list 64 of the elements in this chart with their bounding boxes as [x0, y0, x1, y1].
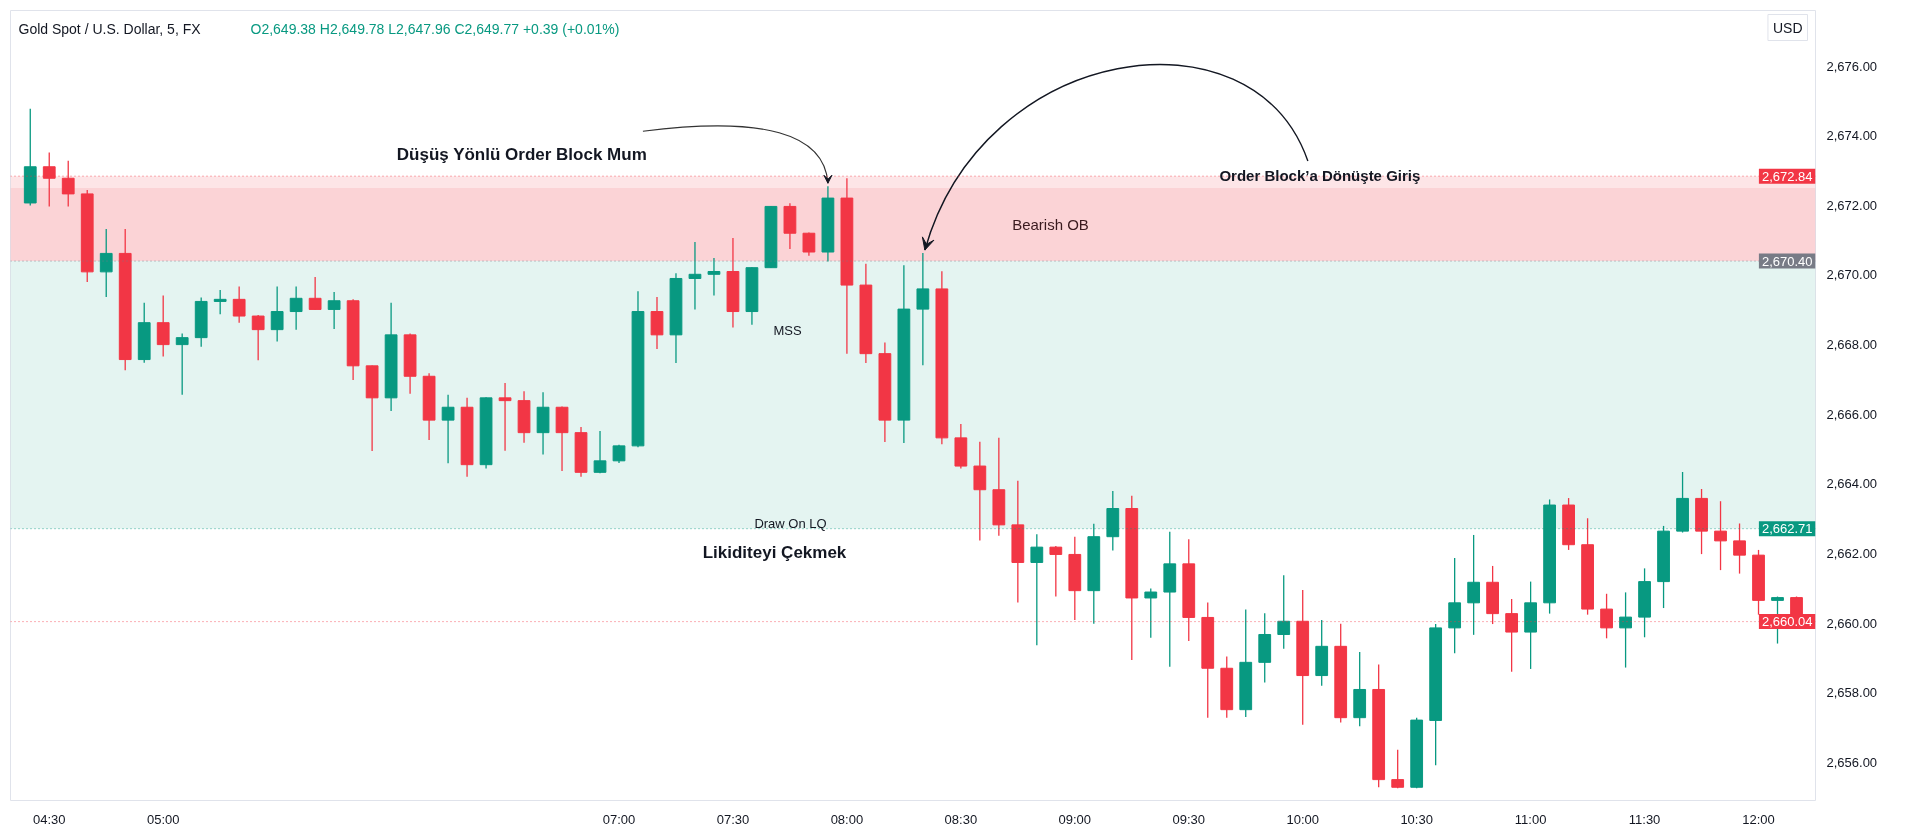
x-tick-label: 08:00 [830, 811, 864, 827]
x-tick-label: 12:00 [1742, 811, 1775, 827]
candlestick [650, 296, 664, 350]
y-tick-label: 2,668.00 [1826, 337, 1878, 353]
candlestick [1049, 545, 1063, 598]
x-tick-label: 05:00 [146, 811, 180, 827]
y-tick-label: 2,672.00 [1826, 197, 1878, 213]
candlestick [441, 394, 455, 464]
y-tick-label: 2,660.00 [1826, 615, 1878, 631]
candlestick [270, 285, 284, 343]
x-tick-label: 09:30 [1172, 811, 1206, 827]
candlestick [1714, 500, 1727, 571]
annotation: Likiditeyi Çekmek [702, 543, 847, 562]
y-tick-label: 2,674.00 [1826, 128, 1878, 144]
candlestick [498, 382, 512, 452]
x-tick-label: 09:00 [1058, 811, 1092, 827]
candlestick [99, 228, 113, 298]
ref-line-label: 2,670.40 [1761, 253, 1813, 269]
y-tick-label: 2,670.00 [1826, 267, 1878, 283]
candlestick [707, 257, 721, 297]
y-tick-label: 2,664.00 [1826, 476, 1878, 492]
text: Gold Spot / U.S. Dollar, 5, FX [18, 20, 202, 37]
candlestick [213, 289, 227, 315]
y-tick-label: 2,666.00 [1826, 406, 1878, 422]
candlestick [593, 430, 607, 475]
annotation: Draw On LQ [754, 516, 827, 531]
y-tick-label: 2,662.00 [1826, 545, 1878, 561]
y-axis-title: USD [1772, 19, 1803, 36]
candlestick [1277, 574, 1291, 650]
candlestick [1030, 533, 1044, 646]
candlestick [973, 441, 987, 542]
annotation: Order Block’a Dönüşte Giriş [1219, 166, 1421, 184]
candlestick [308, 276, 322, 311]
candlestick [688, 241, 702, 311]
candlestick [156, 294, 170, 358]
candlestick [1733, 522, 1746, 575]
ref-line-label: 2,660.04 [1761, 614, 1813, 630]
candlestick [289, 285, 303, 331]
candlestick [1391, 749, 1405, 789]
band-label: Bearish OB [1012, 216, 1089, 234]
x-tick-label: 08:30 [944, 811, 978, 827]
text: O2,649.38 H2,649.78 L2,647.96 C2,649.77 +0.39 (+0.01%) [250, 20, 620, 37]
y-tick-label: 2,658.00 [1826, 685, 1878, 701]
y-tick-label: 2,676.00 [1826, 58, 1878, 74]
candlestick [1144, 587, 1158, 639]
candlestick [1467, 534, 1481, 636]
x-tick-label: 04:30 [32, 811, 66, 827]
candlestick [916, 252, 930, 366]
x-tick-label: 07:30 [716, 811, 750, 827]
candlestick [327, 291, 341, 330]
candlestick [251, 314, 265, 361]
candlestick [175, 332, 189, 396]
x-tick-label: 07:00 [602, 811, 636, 827]
x-tick-label: 11:00 [1514, 811, 1547, 827]
x-tick-label: 10:00 [1286, 811, 1319, 827]
y-tick-label: 2,656.00 [1826, 754, 1878, 770]
ref-line-label: 2,662.71 [1761, 521, 1813, 537]
annotation: MSS [773, 323, 802, 338]
ref-line-label: 2,672.84 [1761, 168, 1813, 184]
candlestick [232, 285, 246, 324]
x-tick-label: 10:30 [1400, 811, 1433, 827]
x-tick-label: 11:30 [1628, 811, 1661, 827]
candlestick [1619, 591, 1632, 669]
annotation: Düşüş Yönlü Order Block Mum [396, 144, 647, 164]
